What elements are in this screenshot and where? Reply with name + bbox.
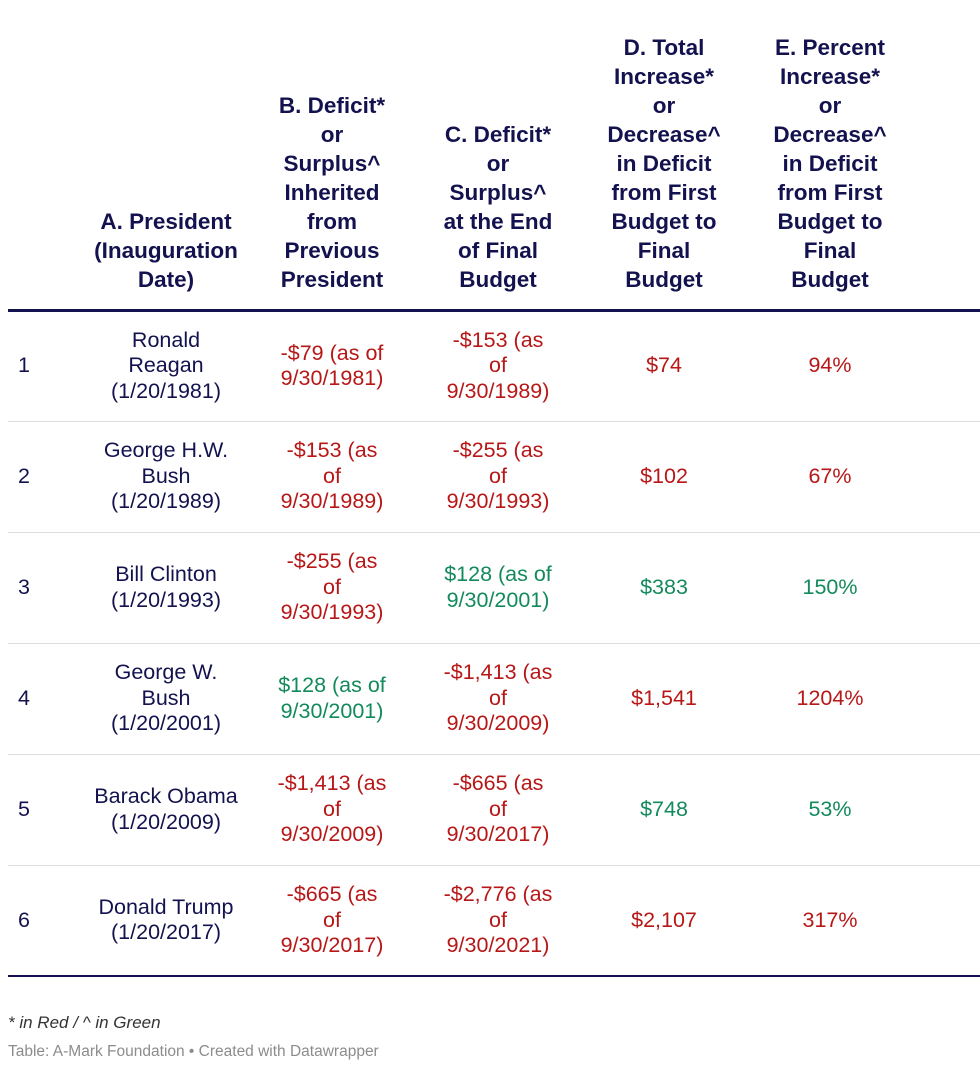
cell-percent: 94% [747, 310, 913, 422]
cell-change: $748 [581, 754, 747, 866]
column-header-final[interactable]: C. Deficit* or Surplus^ at the End of Fi… [415, 0, 581, 312]
table-row: 3 Bill Clinton (1/20/1993) -$255 (as of 9/… [8, 532, 980, 644]
cell-president: Ronald Reagan (1/20/1981) [83, 310, 249, 422]
cell-inherited: -$255 (as of 9/30/1993) [249, 532, 415, 644]
cell-percent: 67% [747, 421, 913, 533]
cell-change: $74 [581, 310, 747, 422]
column-header-number[interactable] [8, 0, 83, 312]
cell-truncated [913, 421, 980, 533]
table-row: 5 Barack Obama (1/20/2009) -$1,413 (as of … [8, 754, 980, 866]
cell-inherited: -$1,413 (as of 9/30/2009) [249, 754, 415, 866]
deficit-table: A. President (Inauguration Date) B. Defi… [8, 0, 980, 977]
column-header-truncated[interactable]: P ( [913, 0, 980, 312]
column-header-inherited[interactable]: B. Deficit* or Surplus^ Inherited from P… [249, 0, 415, 312]
cell-final: -$255 (as of 9/30/1993) [415, 421, 581, 533]
cell-inherited: -$665 (as of 9/30/2017) [249, 865, 415, 977]
cell-final: -$665 (as of 9/30/2017) [415, 754, 581, 866]
cell-number: 4 [8, 643, 83, 755]
header-row: A. President (Inauguration Date) B. Defi… [8, 0, 980, 312]
cell-truncated [913, 865, 980, 977]
cell-truncated [913, 532, 980, 644]
cell-truncated [913, 310, 980, 422]
cell-final: -$2,776 (as of 9/30/2021) [415, 865, 581, 977]
cell-number: 1 [8, 310, 83, 422]
cell-president: George W. Bush (1/20/2001) [83, 643, 249, 755]
table-row: 4 George W. Bush (1/20/2001) $128 (as of 9… [8, 643, 980, 755]
cell-final: -$1,413 (as of 9/30/2009) [415, 643, 581, 755]
table-row: 2 George H.W. Bush (1/20/1989) -$153 (as o… [8, 421, 980, 533]
cell-percent: 1204% [747, 643, 913, 755]
cell-number: 2 [8, 421, 83, 533]
column-header-change[interactable]: D. Total Increase* or Decrease^ in Defic… [581, 0, 747, 312]
cell-inherited: $128 (as of 9/30/2001) [249, 643, 415, 755]
cell-change: $1,541 [581, 643, 747, 755]
cell-final: $128 (as of 9/30/2001) [415, 532, 581, 644]
cell-number: 6 [8, 865, 83, 977]
cell-president: George H.W. Bush (1/20/1989) [83, 421, 249, 533]
cell-percent: 317% [747, 865, 913, 977]
cell-inherited: -$153 (as of 9/30/1989) [249, 421, 415, 533]
cell-president: Donald Trump (1/20/2017) [83, 865, 249, 977]
cell-percent: 53% [747, 754, 913, 866]
footnote: * in Red / ^ in Green [8, 1013, 161, 1032]
cell-president: Bill Clinton (1/20/1993) [83, 532, 249, 644]
table-row: 6 Donald Trump (1/20/2017) -$665 (as of 9/… [8, 865, 980, 977]
cell-number: 5 [8, 754, 83, 866]
cell-percent: 150% [747, 532, 913, 644]
cell-truncated [913, 643, 980, 755]
table-wrapper: A. President (Inauguration Date) B. Defi… [8, 0, 980, 985]
cell-change: $383 [581, 532, 747, 644]
table-body: 1 Ronald Reagan (1/20/1981) -$79 (as of 9/… [8, 310, 980, 977]
cell-number: 3 [8, 532, 83, 644]
cell-truncated [913, 754, 980, 866]
column-header-percent[interactable]: E. Percent Increase* or Decrease^ in Def… [747, 0, 913, 312]
table-header: A. President (Inauguration Date) B. Defi… [8, 0, 980, 312]
source-credit: Table: A-Mark Foundation • Created with … [8, 1043, 379, 1060]
cell-change: $2,107 [581, 865, 747, 977]
cell-final: -$153 (as of 9/30/1989) [415, 310, 581, 422]
cell-president: Barack Obama (1/20/2009) [83, 754, 249, 866]
cell-inherited: -$79 (as of 9/30/1981) [249, 310, 415, 422]
column-header-president[interactable]: A. President (Inauguration Date) [83, 0, 249, 312]
cell-change: $102 [581, 421, 747, 533]
table-row: 1 Ronald Reagan (1/20/1981) -$79 (as of 9/… [8, 310, 980, 422]
